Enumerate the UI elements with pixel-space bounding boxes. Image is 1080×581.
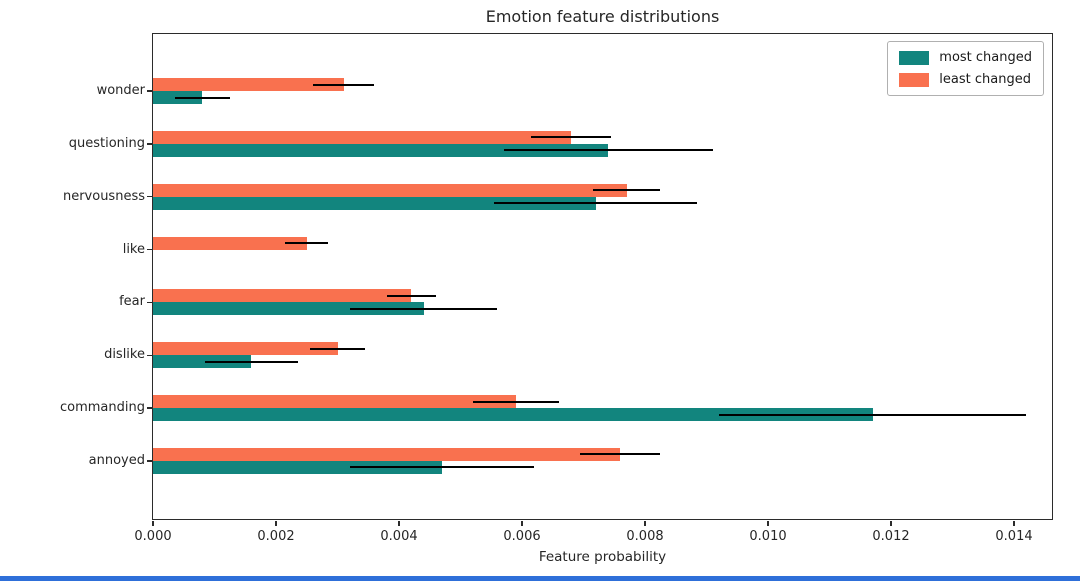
x-tick-0.006 [521, 521, 523, 526]
y-tick-label-fear: fear [119, 294, 145, 310]
x-axis-label: Feature probability [538, 549, 667, 565]
y-tick-dislike [147, 354, 153, 357]
bar-least-changed-wonder [153, 78, 344, 91]
bar-most-changed-commanding [153, 408, 873, 422]
y-tick-like [147, 248, 153, 251]
x-tick-0.002 [275, 521, 277, 526]
x-tick-label-0.012: 0.012 [872, 529, 910, 544]
error-bar-most-changed-annoyed [349, 466, 535, 469]
y-tick-label-nervousness: nervousness [62, 188, 145, 204]
bar-most-changed-nervousness [153, 196, 596, 210]
y-tick-label-like: like [122, 241, 145, 257]
x-tick-label-0.000: 0.000 [134, 529, 172, 544]
plot-area: most changed least changed wonder question… [60, 33, 1053, 544]
y-tick-questioning [147, 143, 153, 145]
window-edge-strip [0, 576, 1080, 581]
x-tick-label-0.014: 0.014 [995, 529, 1033, 544]
bar-least-changed-annoyed [153, 447, 621, 461]
bar-least-changed-commanding [153, 395, 516, 409]
error-bar-most-changed-fear [349, 307, 498, 310]
error-bar-least-changed-commanding [472, 400, 559, 403]
bar-most-changed-annoyed [153, 460, 443, 474]
y-tick-label-wonder: wonder [96, 83, 145, 98]
x-tick-0.012 [890, 521, 892, 526]
error-bar-most-changed-wonder [174, 96, 230, 99]
x-tick-0.004 [398, 521, 400, 526]
error-bar-most-changed-questioning [503, 149, 713, 152]
error-bar-least-changed-annoyed [580, 453, 661, 456]
chart-title: Emotion feature distributions [485, 7, 720, 26]
bar-least-changed-questioning [153, 130, 572, 144]
bar-least-changed-fear [153, 289, 412, 303]
legend-item-most-changed: most changed [899, 50, 1032, 65]
x-tick-label-0.008: 0.008 [626, 529, 664, 544]
x-tick-0.000 [152, 521, 154, 526]
error-bar-least-changed-nervousness [592, 189, 661, 192]
y-tick-label-questioning: questioning [68, 135, 145, 151]
legend-item-least-changed: least changed [899, 72, 1032, 87]
x-tick-label-0.004: 0.004 [380, 529, 418, 544]
error-bar-least-changed-like [285, 242, 329, 245]
y-tick-fear [147, 301, 153, 304]
x-tick-label-0.002: 0.002 [257, 529, 295, 544]
bar-least-changed-nervousness [153, 183, 627, 197]
bar-least-changed-dislike [153, 342, 338, 356]
legend: most changed least changed [887, 41, 1044, 96]
y-tick-nervousness [147, 195, 153, 198]
y-tick-wonder [147, 90, 153, 92]
x-tick-0.014 [1013, 521, 1015, 526]
x-tick-label-0.006: 0.006 [503, 529, 541, 544]
error-bar-least-changed-dislike [309, 347, 366, 350]
error-bar-most-changed-commanding [718, 413, 1027, 416]
bar-least-changed-like [153, 236, 307, 250]
y-tick-commanding [147, 407, 153, 409]
y-tick-annoyed [147, 460, 153, 462]
y-tick-label-dislike: dislike [104, 347, 145, 363]
x-tick-0.008 [644, 521, 646, 526]
legend-label-least-changed: least changed [939, 72, 1031, 87]
error-bar-least-changed-wonder [312, 83, 375, 86]
error-bar-least-changed-questioning [531, 136, 612, 139]
legend-label-most-changed: most changed [939, 50, 1032, 65]
error-bar-most-changed-dislike [204, 360, 299, 363]
y-tick-label-annoyed: annoyed [88, 452, 145, 468]
bar-most-changed-fear [153, 302, 424, 316]
error-bar-least-changed-fear [386, 294, 436, 297]
x-tick-0.010 [767, 521, 769, 526]
legend-swatch-most-changed [899, 50, 930, 65]
x-tick-label-0.010: 0.010 [749, 529, 787, 544]
bar-most-changed-questioning [153, 143, 609, 157]
y-tick-label-commanding: commanding [60, 400, 145, 416]
error-bar-most-changed-nervousness [494, 202, 698, 205]
bar-most-changed-dislike [153, 355, 252, 369]
legend-swatch-least-changed [899, 72, 930, 87]
